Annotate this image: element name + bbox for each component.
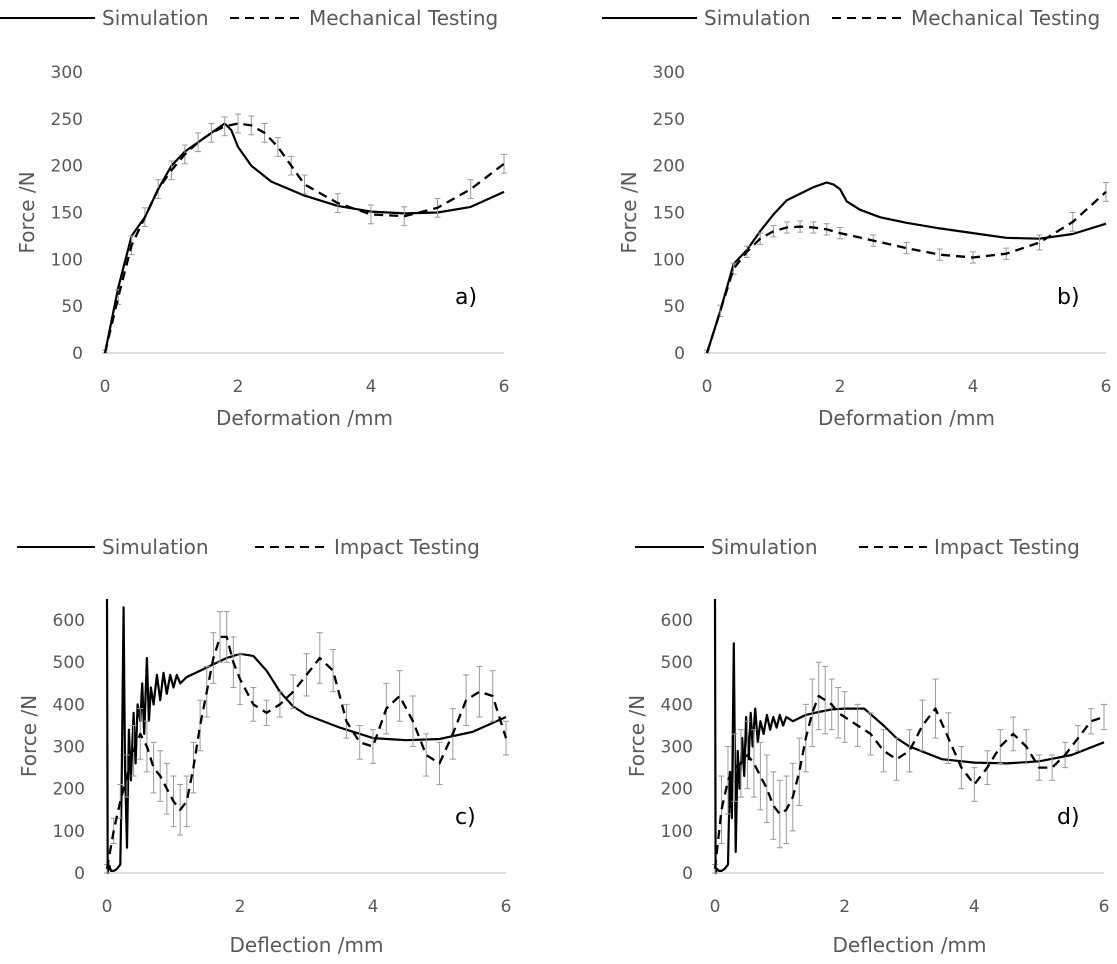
legend: Simulation Mechanical Testing — [602, 6, 1100, 30]
y-tick-label: 250 — [51, 110, 83, 130]
y-tick-label: 300 — [53, 738, 85, 758]
x-axis-title: Deflection /mm — [833, 933, 987, 957]
x-tick-label: 2 — [835, 377, 846, 397]
x-tick-label: 0 — [710, 897, 721, 917]
legend-label: Impact Testing — [934, 535, 1080, 559]
x-axis-title: Deflection /mm — [230, 933, 384, 957]
x-tick-label: 6 — [1099, 897, 1110, 917]
series-line-solid — [705, 181, 1107, 354]
y-tick-label: 150 — [51, 204, 83, 224]
y-tick-label: 100 — [51, 250, 83, 270]
y-tick-label: 400 — [53, 695, 85, 715]
series-line-dashed — [713, 694, 1105, 869]
x-tick-label: 6 — [501, 897, 512, 917]
legend-label: Impact Testing — [334, 535, 480, 559]
series-line-solid — [105, 598, 507, 875]
y-tick-label: 0 — [72, 344, 83, 364]
y-tick-label: 400 — [661, 695, 693, 715]
series-line-solid — [713, 598, 1105, 875]
y-tick-label: 50 — [61, 297, 83, 317]
panel-label: a) — [455, 285, 477, 310]
series-line-dashed — [103, 122, 505, 354]
x-tick-label: 2 — [235, 897, 246, 917]
y-tick-label: 300 — [653, 63, 685, 83]
y-tick-label: 150 — [653, 204, 685, 224]
y-tick-label: 200 — [53, 780, 85, 800]
legend-label: Simulation — [711, 535, 818, 559]
x-tick-label: 4 — [968, 377, 979, 397]
chart-panel-4: 0 100 200 300 400 500 600 0 2 4 6 Force /N Deflectio… — [625, 535, 1109, 957]
legend-label: Simulation — [704, 6, 811, 30]
chart-panel-1: 0 50 100 150 200 250 300 0 2 4 6 Force /N Deformatio… — [0, 6, 509, 430]
legend-label: Mechanical Testing — [911, 6, 1100, 30]
y-tick-label: 500 — [53, 653, 85, 673]
y-tick-label: 0 — [674, 344, 685, 364]
x-tick-label: 6 — [1101, 377, 1112, 397]
x-tick-label: 2 — [839, 897, 850, 917]
y-axis-title: Force /N — [625, 695, 649, 777]
y-tick-label: 600 — [661, 611, 693, 631]
panel-label: b) — [1057, 285, 1080, 310]
x-tick-label: 2 — [233, 377, 244, 397]
y-tick-label: 300 — [51, 63, 83, 83]
legend-label: Simulation — [102, 6, 209, 30]
y-tick-label: 250 — [653, 110, 685, 130]
y-tick-label: 0 — [74, 864, 85, 884]
legend-label: Simulation — [102, 535, 209, 559]
x-tick-label: 4 — [368, 897, 379, 917]
legend: Simulation Impact Testing — [635, 535, 1080, 559]
y-tick-label: 600 — [53, 611, 85, 631]
y-tick-label: 100 — [653, 250, 685, 270]
x-tick-label: 0 — [100, 377, 111, 397]
y-tick-label: 500 — [661, 653, 693, 673]
x-tick-label: 4 — [366, 377, 377, 397]
legend: Simulation Impact Testing — [17, 535, 480, 559]
legend-label: Mechanical Testing — [309, 6, 498, 30]
chart-panel-2: 0 50 100 150 200 250 300 0 2 4 6 Force /N Deformatio… — [602, 6, 1111, 430]
y-tick-label: 200 — [661, 780, 693, 800]
y-tick-label: 100 — [53, 822, 85, 842]
x-axis-title: Deformation /mm — [818, 406, 995, 430]
y-tick-label: 300 — [661, 738, 693, 758]
y-tick-label: 200 — [653, 157, 685, 177]
panel-label: c) — [455, 805, 476, 830]
legend: Simulation Mechanical Testing — [0, 6, 498, 30]
x-axis-title: Deformation /mm — [216, 406, 393, 430]
y-axis-title: Force /N — [15, 171, 39, 253]
error-bars — [712, 661, 1107, 874]
panel-label: d) — [1057, 805, 1080, 830]
y-tick-label: 50 — [663, 297, 685, 317]
x-tick-label: 6 — [499, 377, 510, 397]
x-tick-label: 4 — [969, 897, 980, 917]
error-bars — [704, 182, 1109, 354]
x-tick-label: 0 — [102, 897, 113, 917]
error-bars — [102, 113, 507, 354]
chart-panel-3: 0 100 200 300 400 500 600 0 2 4 6 Force /N Deflectio… — [17, 535, 511, 957]
y-tick-label: 100 — [661, 822, 693, 842]
y-axis-title: Force /N — [17, 695, 41, 777]
y-axis-title: Force /N — [617, 171, 641, 253]
x-tick-label: 0 — [702, 377, 713, 397]
series-line-dashed — [705, 191, 1107, 354]
series-line-dashed — [105, 635, 508, 869]
series-line-solid — [103, 122, 505, 354]
y-tick-label: 200 — [51, 157, 83, 177]
y-tick-label: 0 — [682, 864, 693, 884]
